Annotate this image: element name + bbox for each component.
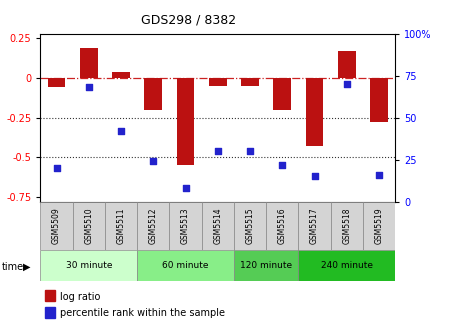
Text: GSM5512: GSM5512 xyxy=(149,208,158,244)
Text: percentile rank within the sample: percentile rank within the sample xyxy=(60,308,224,319)
Bar xyxy=(105,202,137,250)
Text: ▶: ▶ xyxy=(23,262,31,272)
Text: GSM5517: GSM5517 xyxy=(310,208,319,244)
Bar xyxy=(73,202,105,250)
Point xyxy=(311,174,318,179)
Bar xyxy=(80,48,97,78)
Bar xyxy=(202,202,234,250)
Bar xyxy=(234,202,266,250)
Text: GSM5516: GSM5516 xyxy=(278,208,287,244)
Bar xyxy=(45,307,55,318)
Bar xyxy=(370,78,388,122)
Text: GSM5510: GSM5510 xyxy=(84,208,93,244)
Text: GSM5511: GSM5511 xyxy=(117,208,126,244)
Text: GDS298 / 8382: GDS298 / 8382 xyxy=(141,13,236,27)
Text: 60 minute: 60 minute xyxy=(162,261,209,270)
Point xyxy=(343,81,350,87)
Bar xyxy=(209,78,227,86)
Point xyxy=(375,172,383,177)
Bar xyxy=(45,290,55,301)
Text: GSM5519: GSM5519 xyxy=(374,208,383,244)
Point xyxy=(247,149,254,154)
Point xyxy=(182,185,189,191)
Point xyxy=(53,165,60,171)
Bar xyxy=(241,78,259,86)
Point xyxy=(214,149,221,154)
Point xyxy=(85,85,92,90)
Bar xyxy=(330,202,363,250)
Text: GSM5515: GSM5515 xyxy=(246,208,255,244)
Point xyxy=(118,128,125,134)
Bar xyxy=(137,250,234,281)
Text: GSM5513: GSM5513 xyxy=(181,208,190,244)
Bar xyxy=(363,202,395,250)
Bar xyxy=(112,72,130,78)
Text: 30 minute: 30 minute xyxy=(66,261,112,270)
Point xyxy=(279,162,286,167)
Point xyxy=(150,159,157,164)
Bar xyxy=(338,51,356,78)
Bar xyxy=(145,78,162,110)
Text: GSM5514: GSM5514 xyxy=(213,208,222,244)
Bar xyxy=(48,78,66,87)
Text: GSM5518: GSM5518 xyxy=(342,208,351,244)
Text: 120 minute: 120 minute xyxy=(240,261,292,270)
Bar xyxy=(40,250,137,281)
Text: log ratio: log ratio xyxy=(60,292,100,302)
Text: time: time xyxy=(2,262,24,272)
Bar xyxy=(234,250,299,281)
Bar xyxy=(299,250,395,281)
Bar xyxy=(137,202,169,250)
Bar xyxy=(169,202,202,250)
Text: GSM5509: GSM5509 xyxy=(52,208,61,244)
Bar xyxy=(299,202,330,250)
Bar xyxy=(176,78,194,165)
Bar xyxy=(306,78,323,146)
Text: 240 minute: 240 minute xyxy=(321,261,373,270)
Bar xyxy=(266,202,299,250)
Bar xyxy=(40,202,73,250)
Bar xyxy=(273,78,291,110)
